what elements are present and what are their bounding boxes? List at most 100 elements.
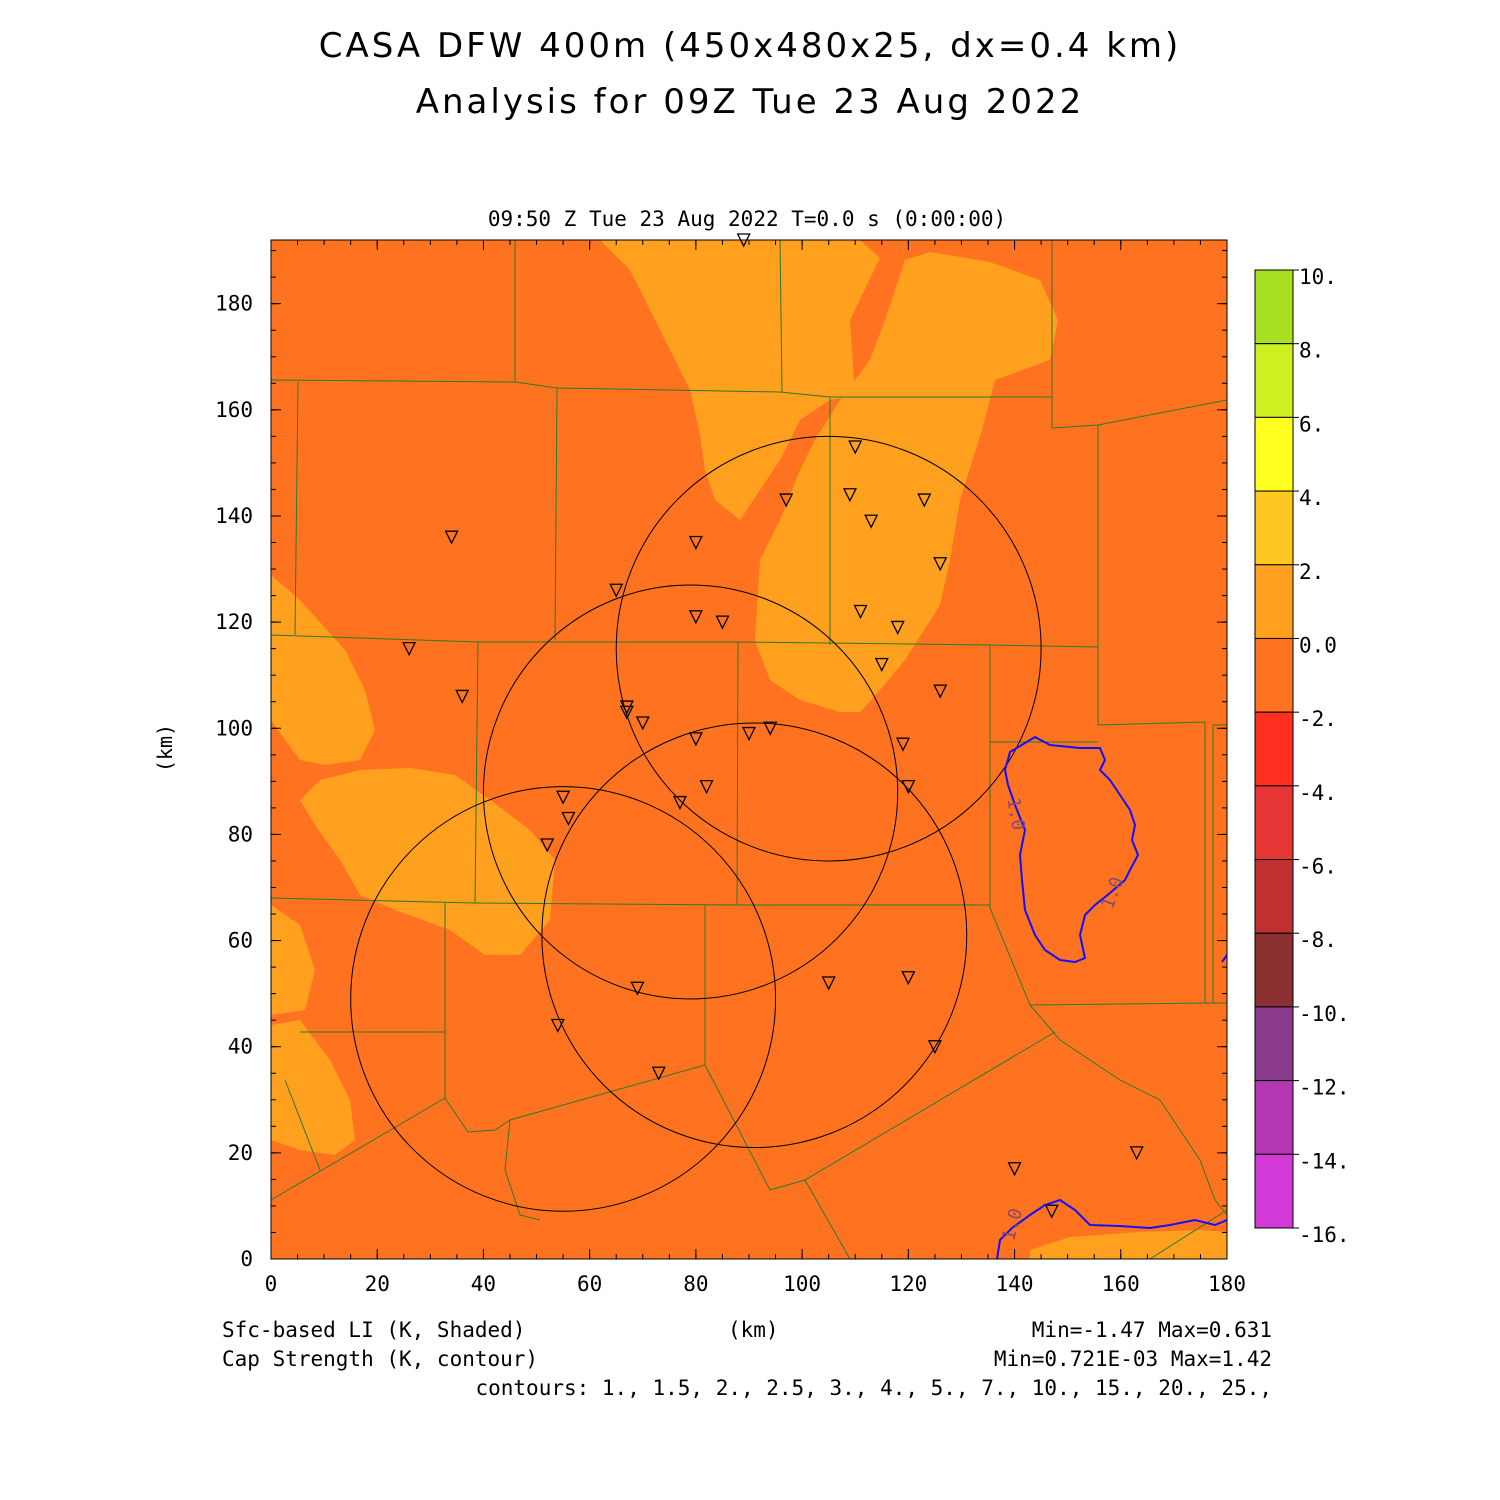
station-marker bbox=[763, 721, 778, 736]
x-axis: 0 20 40 60 80 100 120 140 160 180 bbox=[265, 240, 1246, 1296]
footer-field-shaded: Sfc-based LI (K, Shaded) bbox=[222, 1318, 526, 1342]
station-marker bbox=[874, 657, 889, 673]
cap-strength-contours bbox=[996, 735, 1227, 1259]
station-markers bbox=[402, 233, 1144, 1219]
y-axis: 0 20 40 60 80 100 120 140 160 180 bbox=[215, 250, 1227, 1271]
y-tick-label: 20 bbox=[228, 1141, 253, 1165]
colorbar-label: 8. bbox=[1299, 339, 1324, 363]
colorbar-label: 6. bbox=[1299, 412, 1324, 436]
colorbar-swatch bbox=[1254, 269, 1294, 345]
cap-contour-2 bbox=[996, 1198, 1227, 1259]
colorbar-label: -10. bbox=[1299, 1002, 1350, 1026]
station-marker bbox=[688, 610, 703, 625]
colorbar-label: -8. bbox=[1299, 928, 1337, 952]
colorbar-swatch bbox=[1254, 932, 1294, 1008]
station-marker bbox=[635, 716, 650, 731]
footer-x-unit: (km) bbox=[728, 1318, 779, 1342]
x-tick-label: 40 bbox=[471, 1272, 496, 1296]
y-tick-label: 180 bbox=[215, 292, 253, 316]
colorbar-swatch bbox=[1254, 1006, 1294, 1082]
li-region-southwest bbox=[300, 768, 555, 955]
station-marker bbox=[540, 838, 555, 853]
li-region-southwest-2 bbox=[271, 1020, 355, 1155]
li-region-west-small bbox=[271, 905, 315, 1015]
y-tick-label: 60 bbox=[228, 929, 253, 953]
station-marker bbox=[741, 726, 757, 742]
station-marker bbox=[864, 514, 879, 529]
colorbar-swatch bbox=[1254, 564, 1294, 639]
station-marker bbox=[561, 811, 576, 826]
station-marker bbox=[848, 440, 863, 455]
radar-rings bbox=[350, 435, 1042, 1212]
station-marker bbox=[933, 684, 948, 699]
x-tick-label: 20 bbox=[365, 1272, 390, 1296]
x-tick-label: 180 bbox=[1208, 1272, 1246, 1296]
chart-subtitle: Analysis for 09Z Tue 23 Aug 2022 bbox=[415, 82, 1085, 122]
li-region-north bbox=[600, 240, 880, 520]
li-region-southeast bbox=[1030, 1230, 1227, 1259]
x-tick-label: 160 bbox=[1102, 1272, 1140, 1296]
y-tick-label: 120 bbox=[215, 610, 253, 634]
colorbar-label: -6. bbox=[1299, 855, 1337, 879]
station-marker bbox=[550, 1018, 565, 1033]
station-marker bbox=[933, 557, 948, 572]
x-tick-label: 0 bbox=[265, 1272, 278, 1296]
radar-ring bbox=[615, 435, 1042, 862]
colorbar-swatch bbox=[1254, 490, 1294, 566]
station-marker bbox=[630, 981, 645, 996]
station-marker bbox=[609, 583, 624, 598]
y-tick-label: 140 bbox=[215, 504, 253, 528]
colorbar: 10. 8. 6. 4. 2. 0.0 -2. -4. -6. -8. -10. -12. -14. -1… bbox=[1254, 265, 1350, 1247]
radar-ring bbox=[350, 786, 777, 1212]
valid-time-label: 09:50 Z Tue 23 Aug 2022 T=0.0 s (0:00:00… bbox=[488, 207, 1006, 231]
station-marker bbox=[402, 642, 417, 657]
footer-li-range: Min=-1.47 Max=0.631 bbox=[1031, 1318, 1272, 1342]
colorbar-label: -2. bbox=[1299, 707, 1337, 731]
station-marker bbox=[842, 488, 857, 503]
y-axis-label: (km) bbox=[153, 724, 177, 772]
colorbar-swatch bbox=[1254, 1080, 1294, 1155]
station-marker bbox=[927, 1040, 942, 1055]
colorbar-label: 2. bbox=[1299, 560, 1324, 584]
station-marker bbox=[688, 535, 703, 550]
radar-ring bbox=[541, 722, 968, 1149]
colorbar-swatch bbox=[1254, 343, 1294, 418]
cap-contour-1 bbox=[1003, 735, 1140, 964]
station-marker bbox=[917, 493, 932, 508]
station-marker bbox=[688, 732, 703, 747]
station-marker bbox=[619, 705, 634, 720]
cap-contour-3 bbox=[1221, 954, 1227, 963]
station-marker bbox=[1129, 1146, 1144, 1161]
radar-ring bbox=[482, 584, 899, 1000]
plot-area bbox=[271, 240, 1227, 1259]
colorbar-label: -12. bbox=[1299, 1076, 1350, 1100]
li-region-west bbox=[271, 575, 375, 765]
station-marker bbox=[890, 620, 905, 635]
station-marker bbox=[853, 604, 868, 619]
station-marker bbox=[1007, 1162, 1022, 1177]
colorbar-swatch bbox=[1254, 711, 1294, 787]
x-tick-label: 100 bbox=[783, 1272, 821, 1296]
footer-cap-range: Min=0.721E-03 Max=1.42 bbox=[993, 1347, 1272, 1371]
station-marker bbox=[715, 615, 730, 630]
chart-title: CASA DFW 400m (450x480x25, dx=0.4 km) bbox=[318, 26, 1182, 66]
station-marker bbox=[556, 790, 571, 805]
y-tick-label: 100 bbox=[215, 716, 253, 740]
station-marker bbox=[651, 1066, 666, 1081]
y-tick-label: 40 bbox=[228, 1035, 253, 1059]
station-marker bbox=[672, 795, 688, 811]
y-tick-label: 80 bbox=[228, 822, 253, 846]
colorbar-label: -14. bbox=[1299, 1149, 1350, 1173]
footer-contour-levels: contours: 1., 1.5, 2., 2.5, 3., 4., 5., … bbox=[475, 1376, 1272, 1400]
station-marker bbox=[901, 780, 916, 795]
station-marker bbox=[901, 971, 916, 986]
colorbar-swatch bbox=[1254, 1153, 1294, 1229]
y-tick-label: 0 bbox=[240, 1247, 253, 1271]
station-marker bbox=[619, 700, 634, 715]
x-tick-label: 120 bbox=[889, 1272, 927, 1296]
colorbar-swatch bbox=[1254, 416, 1294, 492]
station-marker bbox=[895, 737, 911, 752]
colorbar-label: 4. bbox=[1299, 486, 1324, 510]
colorbar-label: -16. bbox=[1299, 1223, 1350, 1247]
colorbar-swatch bbox=[1254, 785, 1294, 861]
